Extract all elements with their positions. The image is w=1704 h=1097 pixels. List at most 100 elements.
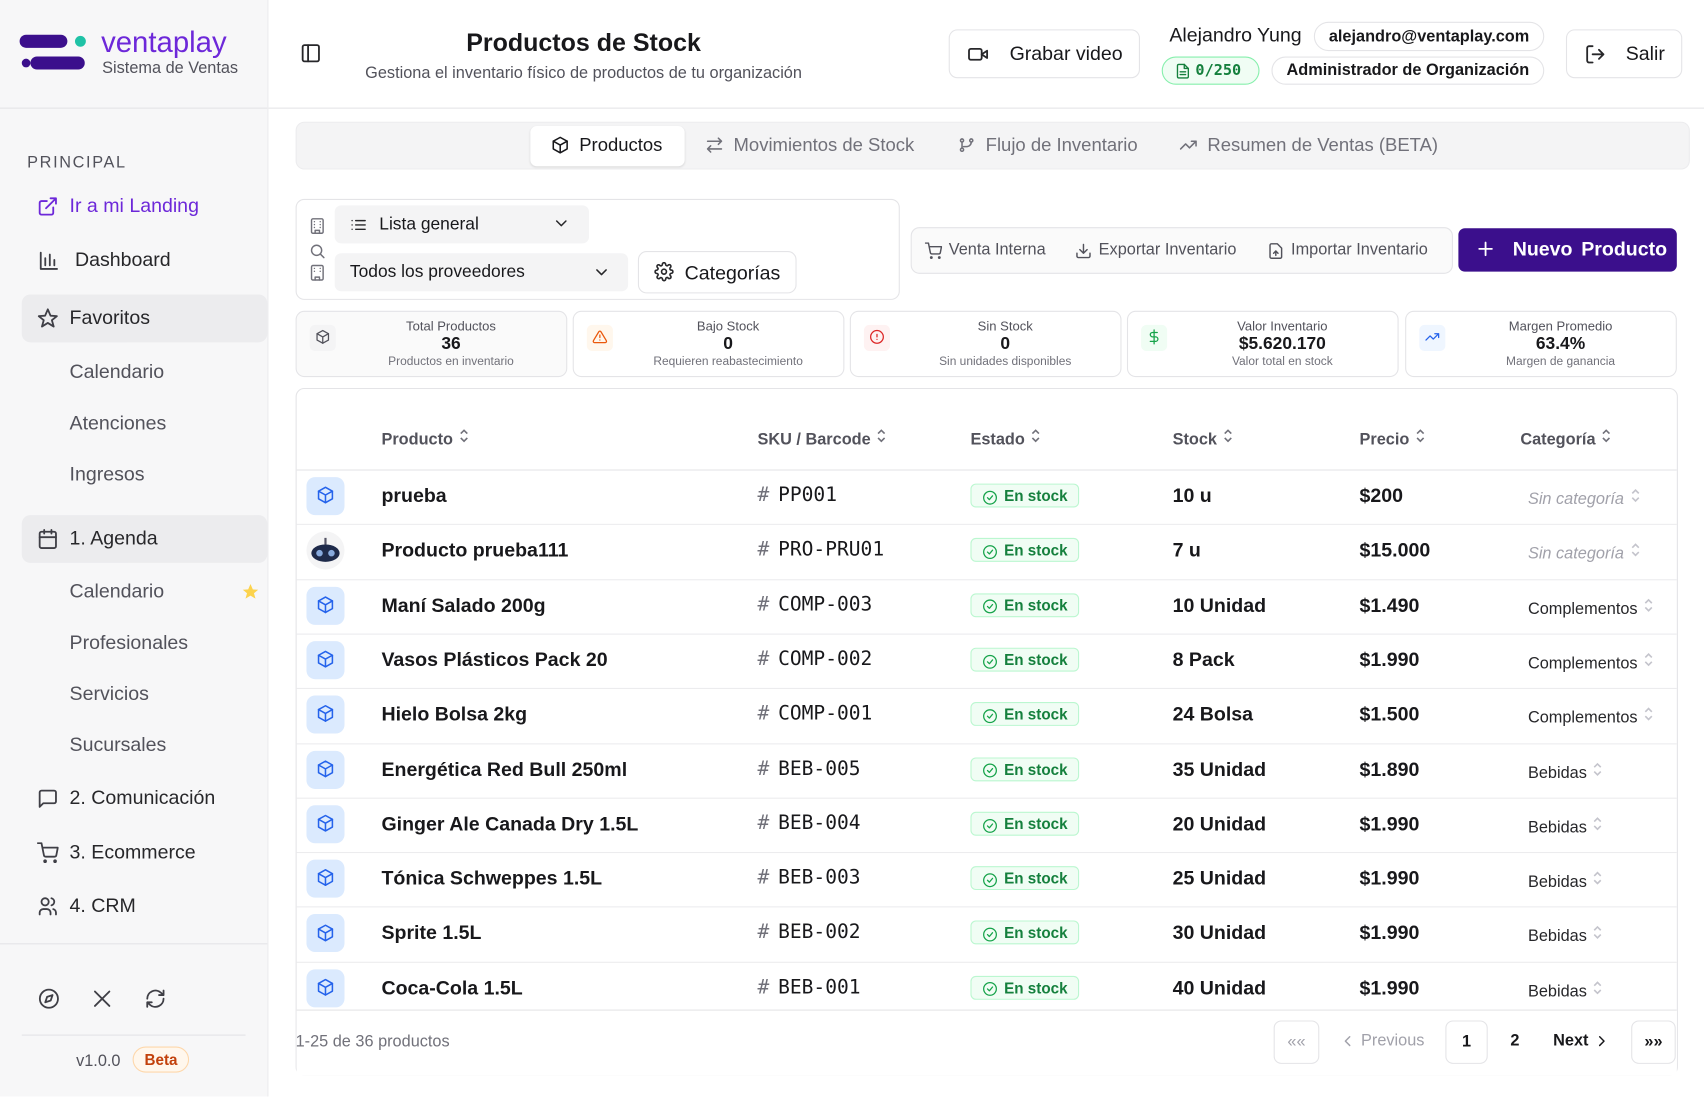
logout-button[interactable]: Salir	[1565, 29, 1683, 79]
action-button[interactable]: Importar Inventario	[1291, 240, 1428, 259]
product-name[interactable]: Coca-Cola 1.5L	[381, 976, 523, 999]
tab-icon[interactable]	[957, 136, 975, 156]
column-header[interactable]: Precio	[1359, 427, 1426, 449]
nav-item[interactable]: Dashboard	[74, 248, 171, 271]
category[interactable]: Sin categoría	[1528, 487, 1642, 509]
product-name[interactable]: Producto prueba111	[381, 539, 569, 562]
column-header[interactable]: SKU / Barcode	[757, 427, 888, 449]
nav-item[interactable]: Favoritos	[69, 306, 151, 329]
page-button[interactable]: Next	[1541, 1020, 1623, 1063]
status-icon	[982, 925, 997, 945]
page-button[interactable]: Previous	[1329, 1020, 1434, 1063]
stat-icon	[309, 324, 336, 352]
footer-icon-button[interactable]	[38, 988, 60, 1010]
sidebar-toggle[interactable]	[300, 42, 322, 64]
stat-label: Margen Promedio	[1508, 318, 1613, 334]
row-border	[296, 906, 1677, 908]
stock: 30 Unidad	[1172, 921, 1267, 944]
tab[interactable]: Movimientos de Stock	[733, 134, 915, 156]
column-header[interactable]: Stock	[1173, 427, 1235, 449]
status-icon	[982, 488, 997, 508]
action-button[interactable]: Exportar Inventario	[1098, 240, 1237, 259]
tab[interactable]: Productos	[579, 134, 663, 156]
page-subtitle: Gestiona el inventario físico de product…	[365, 64, 802, 83]
new-product-button[interactable]	[1458, 228, 1677, 272]
category[interactable]: Complementos	[1528, 705, 1655, 727]
tab-icon[interactable]	[551, 136, 569, 156]
product-icon	[306, 914, 345, 953]
new-product-label[interactable]: Nuevo Producto	[1512, 237, 1668, 260]
tab-icon[interactable]	[1179, 136, 1197, 156]
page-button[interactable]: 2	[1510, 1031, 1520, 1050]
tab[interactable]: Flujo de Inventario	[985, 134, 1138, 156]
tab[interactable]: Resumen de Ventas (BETA)	[1207, 134, 1439, 156]
page-button[interactable]: 1	[1445, 1020, 1488, 1064]
list-select-label[interactable]: Lista general	[379, 215, 479, 234]
column-header[interactable]: Producto	[381, 427, 470, 449]
action-icon[interactable]	[924, 241, 943, 261]
product-name[interactable]: Ginger Ale Canada Dry 1.5L	[381, 812, 639, 835]
footer-icon-button[interactable]	[145, 988, 167, 1010]
stock: 35 Unidad	[1172, 757, 1267, 780]
nav-item[interactable]: Sucursales	[69, 733, 167, 756]
nav-item[interactable]: Atenciones	[69, 411, 167, 434]
category[interactable]: Sin categoría	[1528, 542, 1642, 563]
nav-item[interactable]: Calendario	[69, 360, 165, 383]
stat-card: Margen Promedio 63.4% Margen de ganancia	[1405, 310, 1677, 378]
product-name[interactable]: Vasos Plásticos Pack 20	[381, 648, 608, 671]
categories-button[interactable]: Categorías	[637, 251, 797, 294]
filter-icon	[309, 263, 326, 283]
action-button[interactable]: Venta Interna	[948, 240, 1046, 259]
label[interactable]: Categorías	[684, 261, 781, 284]
nav-item[interactable]: 1. Agenda	[69, 527, 158, 549]
provider-select[interactable]	[334, 253, 629, 292]
sku-value: PP001	[778, 483, 837, 507]
chevron	[592, 263, 610, 283]
label[interactable]: Grabar video	[1009, 42, 1123, 65]
nav-item[interactable]: Servicios	[69, 682, 149, 705]
nav-item[interactable]: 3. Ecommerce	[69, 841, 196, 863]
action-icon[interactable]	[1267, 241, 1284, 261]
nav-item[interactable]: 2. Comunicación	[69, 786, 216, 809]
product-name[interactable]: Sprite 1.5L	[381, 921, 482, 944]
nav-item[interactable]: Profesionales	[69, 631, 189, 654]
nav-item[interactable]: Ir a mi Landing	[69, 194, 199, 217]
action-icon[interactable]	[1075, 241, 1092, 261]
price: $1.990	[1359, 867, 1420, 890]
list-select[interactable]	[334, 205, 590, 244]
nav-item[interactable]: 4. CRM	[69, 894, 136, 917]
category[interactable]: Bebidas	[1528, 924, 1604, 946]
product-name[interactable]: prueba	[381, 484, 447, 507]
product-icon	[306, 859, 345, 898]
product-name[interactable]: Hielo Bolsa 2kg	[381, 703, 528, 726]
nav-icon	[37, 196, 59, 218]
category[interactable]: Bebidas	[1528, 869, 1604, 891]
category[interactable]: Complementos	[1528, 651, 1655, 673]
favorite-star[interactable]	[241, 582, 259, 606]
page-button[interactable]: »»	[1631, 1020, 1676, 1064]
record-button[interactable]: Grabar video	[948, 29, 1140, 79]
page-button[interactable]: ««	[1273, 1020, 1320, 1064]
category[interactable]: Bebidas	[1528, 979, 1604, 1001]
nav-item[interactable]: Calendario	[69, 580, 165, 603]
product-name[interactable]: Energética Red Bull 250ml	[381, 757, 628, 780]
stock: 7 u	[1172, 539, 1201, 562]
label[interactable]: Salir	[1625, 42, 1665, 65]
price: $1.990	[1359, 648, 1420, 671]
row-border	[296, 688, 1677, 690]
sku: #	[757, 538, 770, 562]
row-border	[296, 797, 1677, 799]
footer-icon-button[interactable]	[91, 988, 113, 1010]
icon	[1584, 43, 1606, 65]
category[interactable]: Bebidas	[1528, 815, 1604, 837]
column-header[interactable]: Categoría	[1520, 427, 1613, 449]
nav-item[interactable]: Ingresos	[69, 462, 145, 485]
product-name[interactable]: Tónica Schweppes 1.5L	[381, 867, 603, 890]
category[interactable]: Bebidas	[1528, 760, 1604, 782]
product-name[interactable]: Maní Salado 200g	[381, 593, 546, 616]
category[interactable]: Complementos	[1528, 596, 1655, 618]
column-header[interactable]: Estado	[970, 427, 1042, 449]
tab-icon[interactable]	[705, 136, 723, 156]
nav-icon	[38, 250, 60, 272]
provider-select-label[interactable]: Todos los proveedores	[349, 262, 525, 282]
